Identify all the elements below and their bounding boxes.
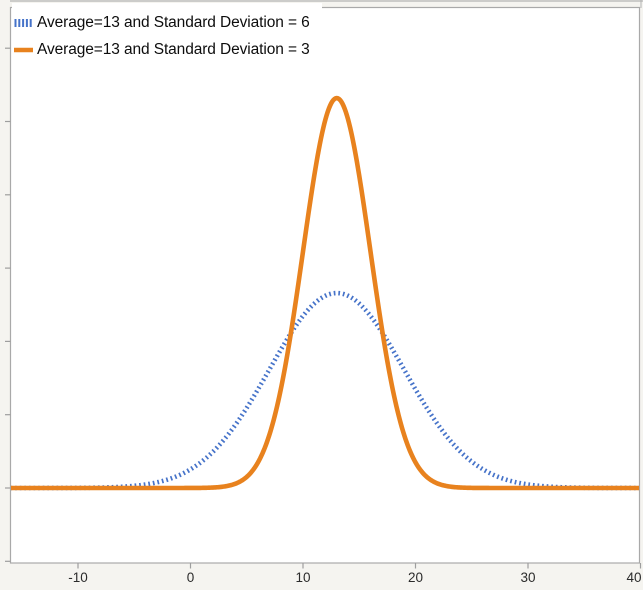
curve-average13-sd6 xyxy=(11,290,639,491)
solid-line-swatch-icon xyxy=(14,47,33,52)
legend-item-sd3: Average=13 and Standard Deviation = 3 xyxy=(13,36,310,63)
legend-item-sd6: Average=13 and Standard Deviation = 6 xyxy=(13,9,310,36)
x-axis-ticks xyxy=(77,563,642,569)
y-axis-ticks xyxy=(5,47,11,562)
legend: Average=13 and Standard Deviation = 6 Av… xyxy=(12,3,322,69)
plot-area-frame xyxy=(9,6,641,564)
curve-average13-sd3 xyxy=(11,95,639,491)
dotted-line-swatch-icon xyxy=(14,18,33,27)
legend-label-sd3: Average=13 and Standard Deviation = 3 xyxy=(37,40,310,58)
legend-label-sd6: Average=13 and Standard Deviation = 6 xyxy=(37,13,310,31)
